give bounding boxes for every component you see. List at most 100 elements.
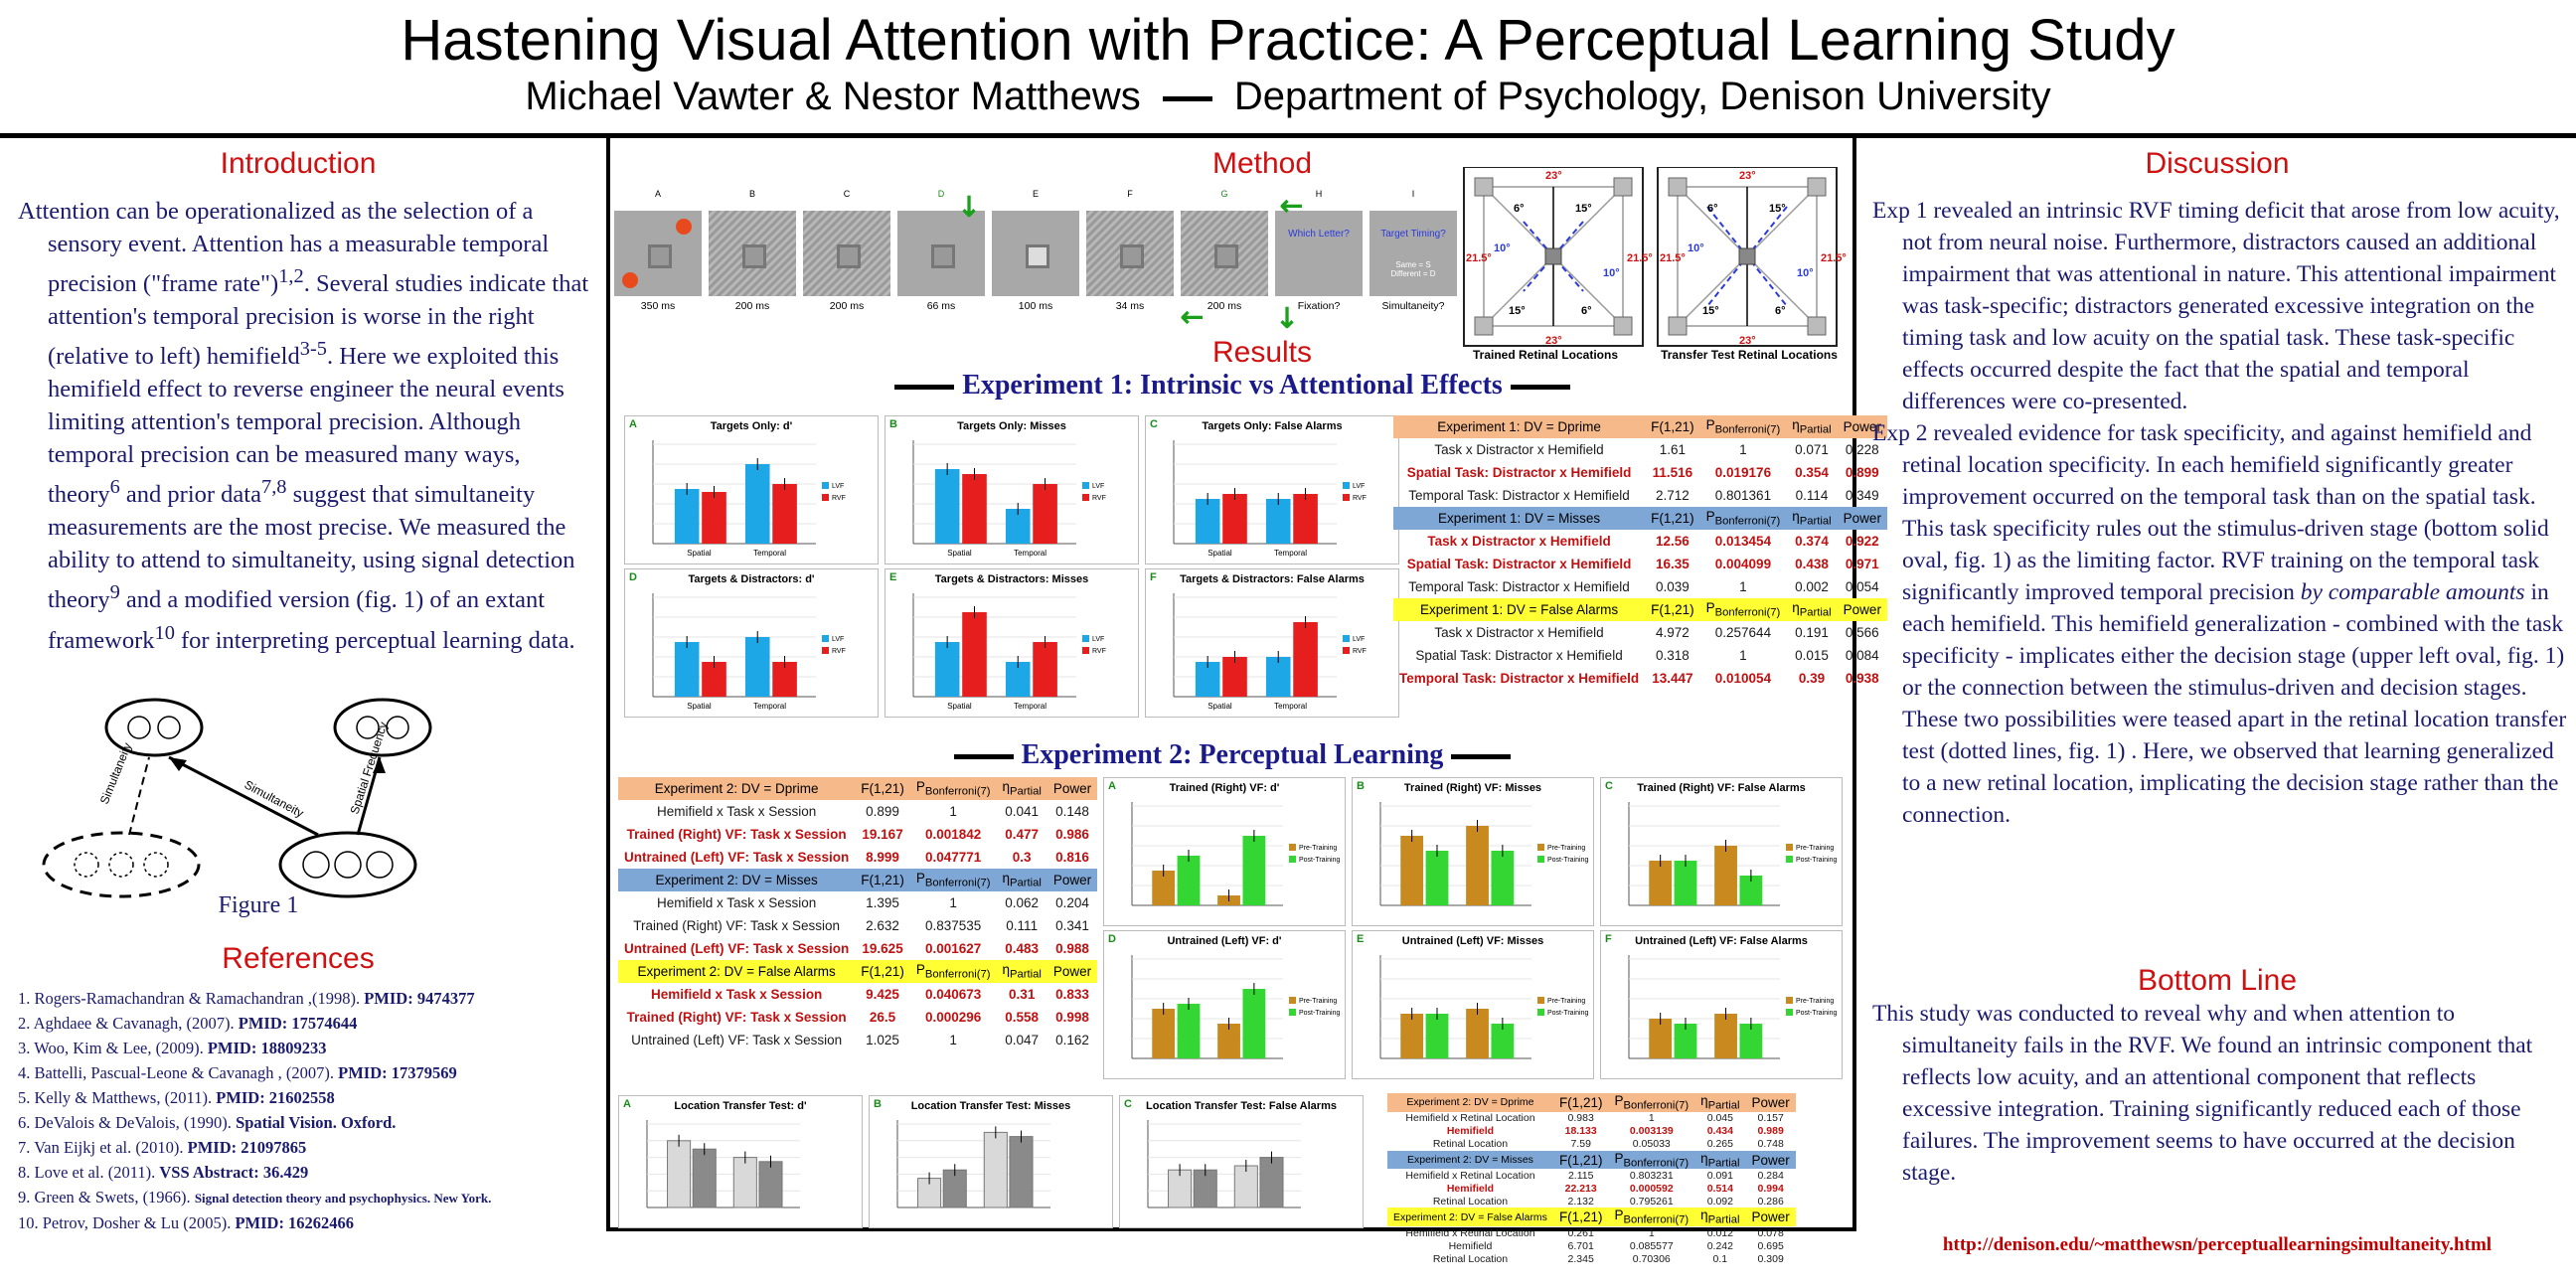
table-col-header: Power: [1046, 777, 1098, 800]
legend-label: RVF: [1092, 648, 1106, 655]
table-col-header: F(1,21): [1645, 507, 1700, 530]
data-bar: [1739, 1024, 1763, 1058]
table-row: Hemifield 18.133 0.003139 0.434 0.989: [1387, 1125, 1796, 1138]
legend-swatch: [1537, 856, 1544, 863]
cell-value: 0.261: [1567, 1226, 1594, 1239]
data-bar: [934, 642, 960, 697]
table-col-header: Power: [1837, 507, 1887, 530]
fig1-label-simultaneity-dashed: Simultaneity: [97, 740, 134, 806]
retinal-diagram: 23°23°6° 15°15° 6°10°10°21.5° 21.5°: [1657, 167, 1847, 347]
chart-panel: B Targets Only: Misses Spatial Temporal LVF R…: [885, 415, 1139, 564]
data-bar: [1400, 1014, 1424, 1058]
data-bar: [1033, 484, 1057, 544]
frame-duration: 100 ms: [1018, 300, 1053, 312]
legend-label: LVF: [1092, 483, 1104, 490]
stimulus-patch: [1474, 316, 1494, 336]
legend-label: Pre-Training: [1299, 998, 1337, 1005]
table-row: Untrained (Left) VF: Task x Session 1.025…: [618, 1029, 1097, 1051]
table-block-title: Experiment 2: DV = False Alarms: [1387, 1208, 1553, 1227]
legend-label: Pre-Training: [1796, 998, 1834, 1005]
retinal-label: 15°: [1575, 203, 1592, 215]
poster-url-link[interactable]: http://denison.edu/~matthewsn/perceptual…: [1942, 1234, 2493, 1255]
cell-value: 1: [1739, 648, 1747, 663]
reference-item: 6. DeValois & DeValois, (1990). Spatial …: [18, 1113, 397, 1132]
cell-value: 22.213: [1564, 1182, 1597, 1195]
row-label: Hemifield: [1446, 1125, 1495, 1138]
cell-value: 0.284: [1757, 1169, 1784, 1182]
trial-frame: Which Letter?: [1275, 211, 1363, 296]
data-bar: [674, 489, 700, 544]
panel-letter: D: [629, 571, 637, 583]
data-bar: [1009, 1136, 1034, 1208]
legend-swatch: [1786, 997, 1793, 1004]
row-label: Retinal Location: [1432, 1138, 1509, 1151]
frame-letter: G: [1220, 189, 1228, 199]
data-bar: [1674, 1024, 1697, 1058]
frame-letter: H: [1315, 189, 1323, 199]
spoke-line: [1677, 255, 1748, 327]
table-row: Retinal Location 2.132 0.795261 0.092 0.286: [1387, 1195, 1796, 1208]
cell-value: 0.015: [1795, 648, 1829, 663]
table-header-row: Experiment 2: DV = Dprime F(1,21) PBonferr…: [618, 777, 1098, 800]
cell-value: 26.5: [869, 1010, 896, 1025]
spoke-line: [1677, 186, 1748, 257]
data-bar: [1293, 622, 1318, 697]
spoke-line: [1746, 255, 1818, 327]
x-tick-label: Temporal: [1014, 549, 1046, 558]
references-heading: References: [222, 942, 375, 975]
stimulus-patch: [1668, 316, 1688, 336]
cell-value: 1: [949, 895, 957, 910]
stimulus-patch: [1668, 177, 1688, 197]
panel-letter: A: [629, 418, 637, 430]
panel-plot: Spatial Temporal LVF RVF: [912, 440, 1106, 558]
chart-panel: A Targets Only: d' Spatial Temporal LVF RVF: [624, 415, 879, 564]
legend-swatch: [1786, 1009, 1793, 1016]
table-col-header: ηPartial: [996, 869, 1047, 891]
legend-label: Post-Training: [1299, 857, 1340, 864]
table-col-header: F(1,21): [1552, 1150, 1609, 1170]
cell-value: 0.695: [1757, 1239, 1784, 1252]
table-col-header: ηPartial: [1786, 415, 1838, 438]
legend-swatch: [1786, 844, 1793, 851]
legend-label: Post-Training: [1796, 857, 1837, 864]
legend-swatch: [1786, 856, 1793, 863]
fixation-patch: [1738, 247, 1756, 265]
trial-frame: [803, 211, 890, 296]
frame-letter: B: [748, 189, 755, 199]
figure-1-caption: Figure 1: [218, 892, 299, 918]
table-col-header: Power: [1745, 1150, 1796, 1170]
panel-plot: Pre-Training Post-Training: [1379, 802, 1588, 906]
legend-swatch: [822, 635, 829, 642]
cell-value: 0.000592: [1629, 1182, 1674, 1195]
cell-value: 1: [949, 804, 957, 819]
frame-duration: Simultaneity?: [1381, 300, 1445, 312]
poster-authors-line: Michael Vawter & Nestor Matthews Departme…: [0, 74, 2576, 119]
panel-plot: Pre-Training Post-Training: [1131, 955, 1340, 1059]
table-col-header: F(1,21): [1552, 1208, 1609, 1227]
cell-value: 2.345: [1567, 1252, 1594, 1265]
panel-title: Targets & Distractors: d': [688, 573, 815, 585]
panel-plot: Spatial Temporal LVF RVF: [652, 440, 846, 558]
cell-value: 16.35: [1655, 557, 1690, 571]
cell-value: 0.938: [1845, 671, 1879, 686]
chart-panel: C Location Transfer Test: False Alarms: [1119, 1095, 1364, 1228]
legend-label: LVF: [1353, 636, 1365, 643]
table-row: Task x Distractor x Hemifield 1.61 1 0.071 0…: [1393, 438, 1887, 461]
exp2-banner-text: Experiment 2: Perceptual Learning: [1021, 739, 1444, 770]
cell-value: 0.986: [1055, 827, 1089, 842]
data-bar: [1195, 499, 1220, 544]
table-col-header: Power: [1837, 415, 1887, 438]
data-bar: [962, 474, 987, 544]
data-bar: [772, 484, 797, 544]
table-col-header: F(1,21): [855, 777, 910, 800]
legend-swatch: [1343, 482, 1350, 489]
row-label: Untrained (Left) VF: Task x Session: [631, 1033, 843, 1047]
row-label: Hemifield x Task x Session: [650, 987, 823, 1002]
panel-letter: A: [623, 1098, 631, 1110]
data-bar: [744, 464, 770, 544]
transfer-retinal-caption: Transfer Test Retinal Locations: [1661, 348, 1838, 362]
data-bar: [1466, 1009, 1489, 1058]
panel-plot: Spatial Temporal LVF RVF: [912, 593, 1106, 711]
retinal-label: 15°: [1769, 203, 1786, 215]
x-tick-label: Temporal: [1274, 549, 1307, 558]
